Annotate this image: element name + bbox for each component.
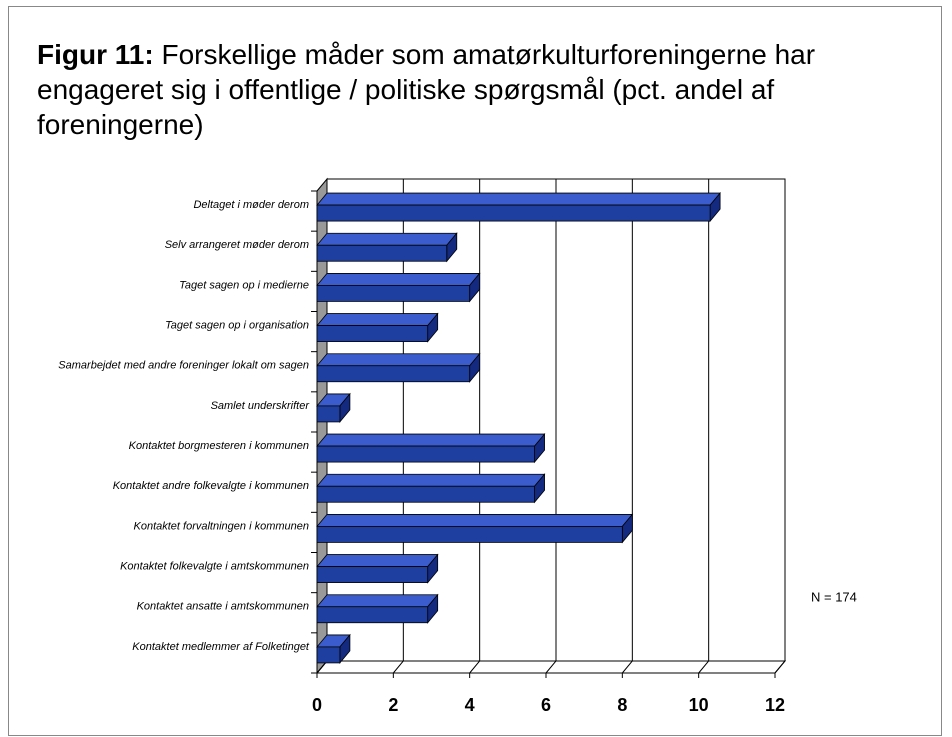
bar-top <box>316 192 721 206</box>
y-tick-label: Kontaktet folkevalgte i amtskommunen <box>120 560 309 572</box>
annotation: N = 174 <box>811 589 857 604</box>
grid-line <box>469 179 481 674</box>
bar-top <box>316 554 439 567</box>
bar <box>316 204 711 222</box>
y-tick-label: Taget sagen op i medierne <box>179 279 309 291</box>
grid-line <box>698 179 710 674</box>
bar <box>316 606 429 624</box>
figure-frame: 0 2 4 6 8 10 12 Deltaget i møder derom Selv arra… <box>8 6 942 736</box>
bar-top <box>316 273 481 286</box>
y-tick-label: Kontaktet medlemmer af Folketinget <box>132 641 310 653</box>
bar-top <box>316 473 546 487</box>
y-tick-label: Samlet underskrifter <box>211 400 311 412</box>
x-tick-label: 4 <box>465 695 475 715</box>
bar <box>316 405 341 423</box>
y-tick-label: Taget sagen op i organisation <box>165 319 309 331</box>
y-tick-label: Deltaget i møder derom <box>193 199 309 211</box>
x-tick-label: 8 <box>617 695 627 715</box>
y-tick-label: Kontaktet borgmesteren i kommunen <box>129 440 309 452</box>
bar <box>316 646 341 664</box>
bar <box>316 566 429 583</box>
title-label: Figur 11: <box>37 39 154 70</box>
x-tick-label: 12 <box>765 695 785 715</box>
chart-title: Forskellige måder som amatørkulturforeni… <box>37 39 816 140</box>
x-tick-label: 10 <box>689 695 709 715</box>
grid-line <box>621 179 633 674</box>
x-tick-label: 2 <box>388 695 398 715</box>
bar <box>316 485 535 503</box>
bar-top <box>316 353 481 367</box>
bar-top <box>316 433 546 447</box>
bar-top <box>316 514 634 527</box>
bar <box>316 365 471 383</box>
y-tick-label: Kontaktet forvaltningen i kommunen <box>134 520 310 532</box>
bar <box>316 244 448 262</box>
chart-title-block: Figur 11: Forskellige måder som amatørku… <box>37 37 927 142</box>
bar-top <box>316 594 439 608</box>
bar <box>316 445 535 463</box>
y-tick-label: Samarbejdet med andre foreninger lokalt … <box>58 360 309 372</box>
x-tick-label: 0 <box>312 695 322 715</box>
grid-line <box>545 179 557 674</box>
grid-line <box>774 179 786 674</box>
y-tick-label: Kontaktet andre folkevalgte i kommunen <box>113 480 309 492</box>
bar-top <box>316 313 439 326</box>
y-tick-label: Kontaktet ansatte i amtskommunen <box>137 601 309 613</box>
bar <box>316 526 623 543</box>
chart: 0 2 4 6 8 10 12 Deltaget i møder derom Selv arra… <box>58 177 857 715</box>
bar <box>316 325 429 342</box>
bar-top <box>316 232 458 246</box>
bar <box>316 285 471 302</box>
y-tick-label: Selv arrangeret møder derom <box>165 239 309 251</box>
x-tick-label: 6 <box>541 695 551 715</box>
